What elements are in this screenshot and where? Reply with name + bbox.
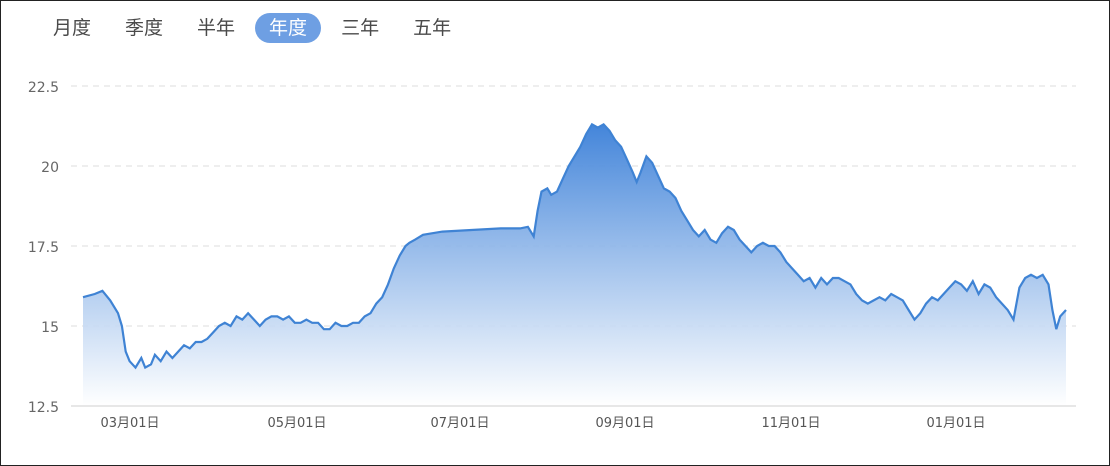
tab-month[interactable]: 月度 [53, 17, 92, 39]
y-axis: 22.5 20 17.5 15 12.5 [28, 80, 59, 416]
y-tick-label: 15 [41, 320, 59, 336]
y-tick-label: 22.5 [28, 80, 59, 96]
x-tick-label: 09月01日 [595, 416, 654, 431]
x-tick-label: 11月01日 [761, 416, 820, 431]
series-area [83, 124, 1066, 407]
x-tick-label: 07月01日 [430, 416, 489, 431]
x-tick-label: 05月01日 [267, 416, 326, 431]
tab-three-years[interactable]: 三年 [341, 17, 380, 39]
tab-year[interactable]: 年度 [255, 13, 322, 43]
tab-half-year[interactable]: 半年 [197, 17, 236, 39]
y-tick-label: 20 [41, 160, 59, 176]
y-tick-label: 12.5 [28, 400, 59, 416]
x-axis: 03月01日 05月01日 07月01日 09月01日 11月01日 01月01… [100, 416, 985, 431]
series-line [82, 122, 1067, 370]
tab-five-years[interactable]: 五年 [413, 17, 452, 39]
period-tabs: 月度 季度 半年 年度 三年 五年 [39, 13, 471, 43]
tab-quarter[interactable]: 季度 [125, 17, 164, 39]
x-tick-label: 01月01日 [926, 416, 985, 431]
x-tick-label: 03月01日 [100, 416, 159, 431]
y-tick-label: 17.5 [28, 240, 59, 256]
